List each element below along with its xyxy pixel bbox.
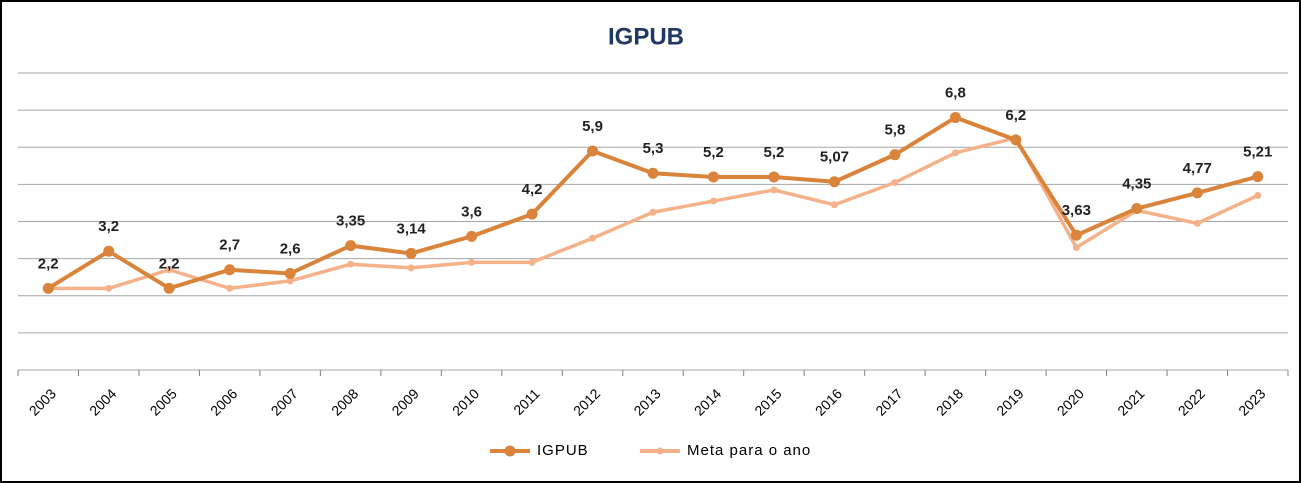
point: [647, 167, 659, 179]
data-label: 5,8: [884, 122, 905, 139]
point: [830, 201, 838, 209]
point: [528, 258, 536, 266]
point: [105, 284, 113, 292]
data-label: 2,2: [159, 255, 180, 272]
point: [1191, 187, 1203, 199]
point: [770, 186, 778, 194]
point: [889, 149, 901, 161]
data-label: 2,7: [219, 237, 240, 254]
point: [649, 208, 657, 216]
data-label: 2,2: [38, 255, 59, 272]
point: [709, 197, 717, 205]
data-label: 5,21: [1243, 144, 1272, 161]
point: [165, 266, 173, 274]
data-label: 3,2: [98, 218, 119, 235]
point: [224, 264, 236, 276]
point: [828, 176, 840, 188]
legend-marker: [656, 447, 664, 455]
data-label: 4,2: [522, 181, 543, 198]
data-label: 5,9: [582, 118, 603, 135]
point: [286, 277, 294, 285]
data-label: 6,2: [1005, 107, 1026, 124]
point: [345, 240, 357, 252]
legend-label: IGPUB: [537, 442, 589, 459]
point: [891, 179, 899, 187]
point: [42, 282, 54, 294]
point: [1254, 192, 1262, 200]
data-label: 4,35: [1122, 175, 1151, 192]
point: [226, 284, 234, 292]
point: [347, 260, 355, 268]
data-label: 3,35: [336, 213, 365, 230]
point: [949, 112, 961, 124]
point: [587, 145, 599, 157]
point: [951, 149, 959, 157]
legend-marker: [504, 445, 516, 457]
point: [1070, 229, 1082, 241]
data-label: 4,77: [1183, 160, 1212, 177]
point: [407, 264, 415, 272]
data-label: 5,07: [820, 149, 849, 166]
data-label: 5,2: [703, 144, 724, 161]
data-label: 2,6: [280, 240, 301, 257]
point: [468, 258, 476, 266]
point: [707, 171, 719, 183]
chart-title: IGPUB: [608, 23, 684, 50]
data-label: 6,8: [945, 85, 966, 102]
point: [1252, 171, 1264, 183]
point: [1131, 203, 1143, 215]
data-label: 3,14: [396, 220, 426, 237]
point: [589, 234, 597, 242]
data-label: 3,6: [461, 203, 482, 220]
point: [405, 247, 417, 259]
point: [1010, 134, 1022, 146]
point: [284, 267, 296, 279]
point: [526, 208, 538, 220]
point: [768, 171, 780, 183]
data-label: 5,2: [764, 144, 785, 161]
legend-label: Meta para o ano: [687, 442, 811, 459]
point: [466, 230, 478, 242]
point: [103, 245, 115, 257]
point: [163, 282, 175, 294]
data-label: 5,3: [643, 140, 664, 157]
data-label: 3,63: [1062, 202, 1091, 219]
point: [1072, 243, 1080, 251]
point: [1193, 219, 1201, 227]
